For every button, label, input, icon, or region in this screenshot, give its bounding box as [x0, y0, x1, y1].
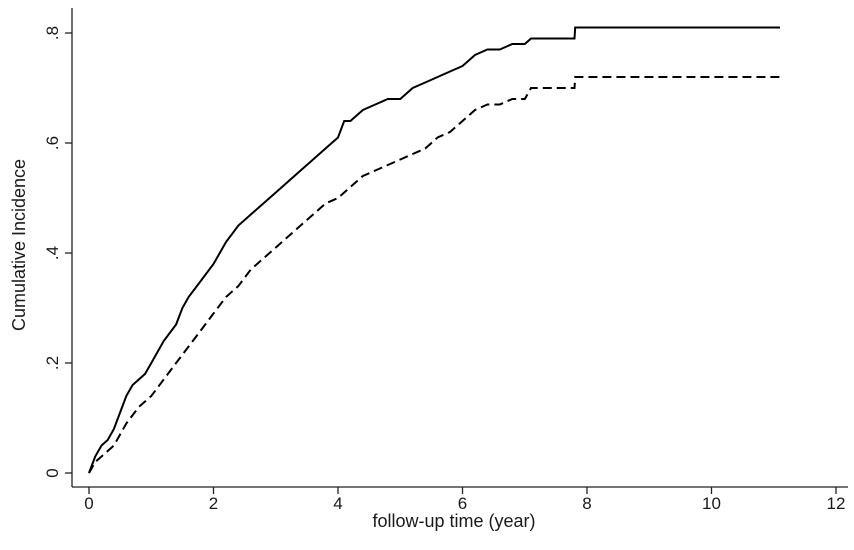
- x-tick-label: 8: [582, 494, 591, 513]
- y-tick-label: .2: [43, 356, 62, 370]
- x-tick-label: 12: [827, 494, 846, 513]
- x-tick-label: 2: [209, 494, 218, 513]
- x-tick-label: 0: [84, 494, 93, 513]
- x-tick-label: 6: [458, 494, 467, 513]
- x-axis-title: follow-up time (year): [372, 511, 535, 531]
- y-tick-label: .4: [43, 246, 62, 260]
- x-tick-label: 10: [702, 494, 721, 513]
- y-tick-label: .6: [43, 136, 62, 150]
- y-axis-title: Cumulative Incidence: [9, 159, 29, 331]
- series-line-dashed: [88, 76, 780, 474]
- series-line-solid: [88, 26, 780, 474]
- y-tick-label: 0: [43, 468, 62, 477]
- x-tick-label: 4: [333, 494, 342, 513]
- series-layer: [88, 26, 780, 474]
- y-tick-label: .8: [43, 26, 62, 40]
- axes: 0 2 4 6 8 10 12 0 .2 .4 .6 .8: [43, 8, 848, 513]
